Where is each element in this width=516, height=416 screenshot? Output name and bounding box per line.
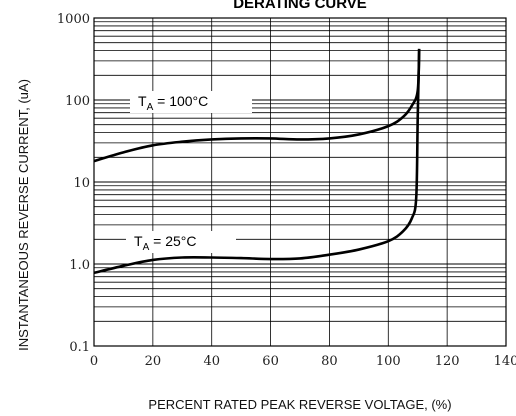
y-tick-labels: 0.1 1.0 10 100 1000 bbox=[57, 12, 90, 355]
x-tick-label: 140 bbox=[494, 354, 516, 369]
y-tick-label: 1.0 bbox=[69, 258, 90, 273]
chart-title: DERATING CURVE bbox=[233, 0, 367, 12]
x-tick-label: 20 bbox=[145, 354, 162, 369]
series-label-bg bbox=[130, 91, 252, 113]
y-tick-label: 100 bbox=[65, 94, 90, 109]
x-tick-label: 40 bbox=[203, 354, 220, 369]
series-label: TA = 100°C bbox=[138, 93, 208, 113]
series-label-bg bbox=[126, 231, 236, 253]
series-layer bbox=[93, 48, 421, 275]
x-tick-label: 80 bbox=[321, 354, 338, 369]
y-axis-label: INSTANTANEOUS REVERSE CURRENT, (uA) bbox=[16, 79, 31, 351]
plot-area bbox=[93, 17, 507, 347]
x-tick-label: 120 bbox=[435, 354, 460, 369]
x-tick-label: 0 bbox=[90, 354, 98, 369]
x-tick-labels: 0 20 40 60 80 100 120 140 bbox=[90, 354, 516, 369]
y-tick-label: 10 bbox=[73, 176, 90, 191]
y-tick-label: 0.1 bbox=[69, 340, 90, 355]
series-label: TA = 25°C bbox=[134, 233, 196, 253]
series-line-1 bbox=[93, 48, 421, 275]
x-tick-label: 60 bbox=[262, 354, 279, 369]
grid-lines bbox=[94, 18, 506, 347]
x-tick-label: 100 bbox=[376, 354, 401, 369]
series-labels: TA = 100°C TA = 25°C bbox=[126, 91, 252, 253]
x-axis-label: PERCENT RATED PEAK REVERSE VOLTAGE, (%) bbox=[148, 397, 451, 412]
y-tick-label: 1000 bbox=[57, 12, 90, 27]
series-line-0 bbox=[93, 48, 421, 163]
